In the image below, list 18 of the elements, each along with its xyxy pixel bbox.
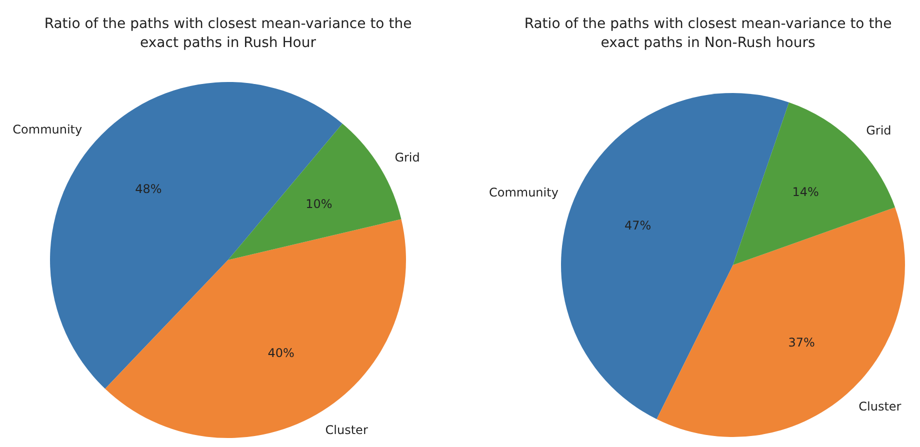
- pie-slice: [105, 219, 406, 438]
- slice-label: Grid: [866, 124, 892, 138]
- slice-label: Community: [488, 185, 558, 200]
- data-label: 10%: [306, 197, 332, 212]
- chart-title: Ratio of the paths with closest mean-variance to the exact paths in Rush Hour: [44, 16, 412, 51]
- pie-slice: [733, 102, 896, 265]
- data-label: 14%: [792, 184, 819, 199]
- data-label: 40%: [268, 346, 294, 360]
- data-label: 37%: [788, 335, 815, 350]
- slice-label: Grid: [394, 150, 420, 165]
- slice-label: Community: [12, 122, 82, 137]
- chart-title: Ratio of the paths with closest mean-variance to the exact paths in Non-Rush hours: [524, 16, 892, 51]
- slice-label: Cluster: [858, 400, 902, 414]
- pie-slice: [656, 207, 905, 437]
- pie-slice: [561, 93, 789, 420]
- data-label: 48%: [135, 182, 162, 196]
- data-label: 47%: [624, 218, 652, 232]
- slice-label: Cluster: [325, 423, 368, 438]
